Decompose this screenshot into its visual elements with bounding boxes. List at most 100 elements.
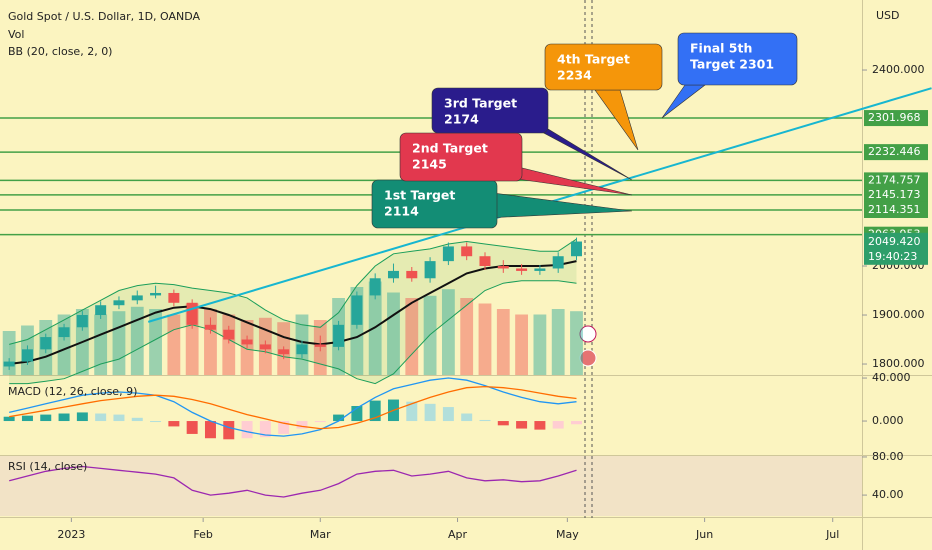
candle-body	[571, 241, 582, 257]
macd-histogram	[223, 421, 235, 440]
volume-bar	[478, 303, 492, 375]
callout-text: 2234	[557, 68, 592, 83]
rsi-band	[0, 456, 862, 516]
callout-text: 2145	[412, 157, 447, 172]
indicator-label: Vol	[8, 28, 24, 41]
level-label: 2114.351	[868, 203, 921, 216]
candle-body	[241, 339, 253, 345]
macd-histogram	[571, 421, 582, 425]
candle-body	[168, 292, 180, 303]
macd-histogram	[424, 403, 436, 422]
macd-histogram	[168, 421, 180, 427]
countdown: 19:40:23	[868, 250, 917, 263]
level-label: 2174.757	[868, 173, 921, 186]
macd-histogram	[278, 421, 290, 434]
volume-bar	[405, 298, 419, 375]
volume-bar	[57, 314, 71, 375]
volume-bar	[149, 309, 162, 375]
candle-body	[497, 266, 509, 269]
macd-histogram	[150, 421, 162, 423]
volume-bar	[460, 298, 474, 375]
callout-text: Target 2301	[690, 57, 774, 72]
currency-label: USD	[876, 9, 900, 22]
macd-histogram	[351, 405, 363, 422]
level-label: 2145.173	[868, 188, 921, 201]
candle-body	[3, 361, 15, 367]
last-price: 2049.420	[868, 235, 921, 248]
candle-body	[21, 349, 33, 362]
candle-body	[223, 329, 235, 340]
y-tick-label: 0.000	[872, 414, 904, 427]
macd-histogram	[58, 413, 70, 422]
event-icon[interactable]	[579, 349, 597, 367]
candle-body	[369, 278, 381, 296]
indicator-label: BB (20, close, 2, 0)	[8, 45, 112, 58]
event-icon[interactable]	[579, 325, 597, 343]
callout-tail	[594, 89, 639, 151]
x-tick-label: Jun	[695, 528, 713, 541]
candle-body	[333, 324, 345, 347]
x-tick-label: Jul	[825, 528, 839, 541]
x-tick-label: 2023	[57, 528, 85, 541]
macd-histogram	[113, 414, 125, 422]
callout-text: 1st Target	[384, 188, 455, 203]
candle-body	[278, 349, 290, 355]
candle-body	[95, 305, 107, 316]
candle-body	[424, 261, 436, 279]
level-badge	[864, 186, 928, 203]
callout-text: 3rd Target	[444, 96, 517, 111]
volume-bar	[94, 314, 108, 375]
bb-basis	[9, 260, 577, 365]
macd-histogram	[131, 417, 143, 422]
candle-body	[113, 300, 125, 306]
macd-histogram	[3, 416, 15, 422]
macd-histogram	[369, 400, 381, 422]
macd-histogram	[21, 415, 33, 422]
level-badge	[864, 172, 928, 189]
volume-bar	[167, 314, 181, 375]
rsi-line	[9, 465, 577, 498]
level-label: 2301.968	[868, 111, 921, 124]
candle-body	[314, 344, 326, 347]
candle-body	[516, 268, 528, 271]
volume-bar	[515, 314, 528, 375]
level-badge	[864, 201, 928, 218]
candle-body	[40, 337, 52, 350]
x-tick-label: Feb	[193, 528, 212, 541]
volume-bar	[130, 306, 144, 375]
price-badge	[864, 232, 928, 265]
candle-body	[296, 344, 308, 355]
macd-histogram	[442, 407, 454, 422]
candle-body	[150, 292, 162, 296]
x-tick-label: Apr	[448, 528, 468, 541]
macd-histogram	[76, 412, 88, 422]
macd-histogram	[516, 421, 528, 429]
callout-tail	[661, 84, 706, 119]
y-tick-label: 40.000	[872, 371, 911, 384]
macd-histogram	[552, 421, 564, 429]
callout-box	[431, 87, 549, 134]
candle-body	[387, 270, 399, 279]
macd-histogram	[296, 421, 308, 429]
callout-text: 2nd Target	[412, 141, 488, 156]
candle-body	[406, 270, 418, 279]
volume-bar	[222, 314, 236, 375]
y-tick-label: 80.00	[872, 450, 904, 463]
callout-box	[677, 32, 798, 86]
macd-histogram	[204, 421, 216, 439]
candle-body	[461, 246, 473, 257]
macd-histogram	[333, 414, 345, 422]
bb-lower	[9, 280, 577, 385]
candle-body	[58, 327, 70, 338]
x-tick-label: Mar	[310, 528, 331, 541]
macd-histogram	[534, 421, 546, 430]
volume-bar	[112, 311, 126, 375]
macd-histogram	[406, 401, 418, 422]
candle-body	[76, 315, 88, 328]
y-tick-label: 40.00	[872, 488, 904, 501]
macd-histogram	[497, 421, 509, 426]
macd-histogram	[461, 413, 473, 422]
candle-body	[204, 324, 216, 330]
